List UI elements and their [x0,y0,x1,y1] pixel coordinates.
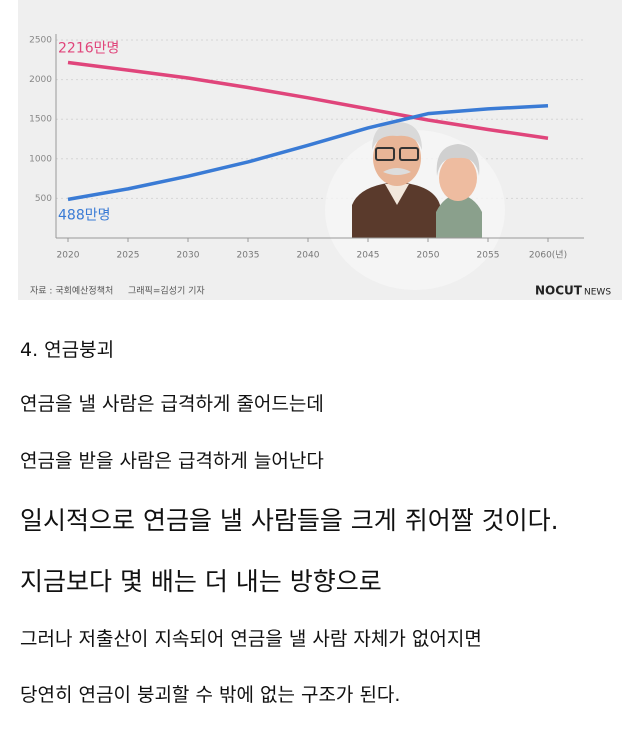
y-tick-label: 2000 [29,75,52,85]
annotation: 488만명 [58,207,110,223]
x-tick-label: 2035 [237,251,260,261]
chart: 500 1000 1500 2000 2500 2020 2025 2030 2035 2040 2… [18,0,622,300]
paragraph: 지금보다 몇 배는 더 내는 방향으로 [20,567,382,596]
elderly-illustration [325,122,505,290]
x-tick-label: 2040 [297,251,320,261]
x-tick-label: 2055 [477,251,500,261]
x-tick-label: 2045 [357,251,380,261]
logo-main: NOCUT [535,284,583,298]
paragraph: 그러나 저출산이 지속되어 연금을 낼 사람 자체가 없어지면 [20,628,482,650]
x-tick-label: 2025 [117,251,140,261]
logo-sub: NEWS [584,288,611,298]
paragraph: 4. 연금붕괴 [20,339,115,361]
y-tick-label: 1500 [29,115,52,125]
y-tick-label: 1000 [29,154,52,164]
series-line [67,60,549,140]
y-tick-label: 2500 [29,36,52,46]
annotation: 2216만명 [58,40,119,56]
x-tick-label: 2020 [57,251,80,261]
x-tick-label: 2030 [177,251,200,261]
paragraph: 당연히 연금이 붕괴할 수 밖에 없는 구조가 된다. [20,684,401,706]
series-line [67,103,549,202]
y-tick-label: 500 [35,194,52,204]
credit: 그래픽=김성기 기자 [128,285,205,297]
chart-background [18,0,622,300]
x-tick-label: 2050 [417,251,440,261]
paragraph: 연금을 낼 사람은 급격하게 줄어드는데 [20,393,324,415]
paragraph: 연금을 받을 사람은 급격하게 늘어난다 [20,450,324,472]
x-tick-label: 2060(년) [529,250,567,261]
paragraph: 일시적으로 연금을 낼 사람들을 크게 쥐어짤 것이다. [20,506,559,535]
source: 자료 : 국회예산정책처 [30,285,113,297]
